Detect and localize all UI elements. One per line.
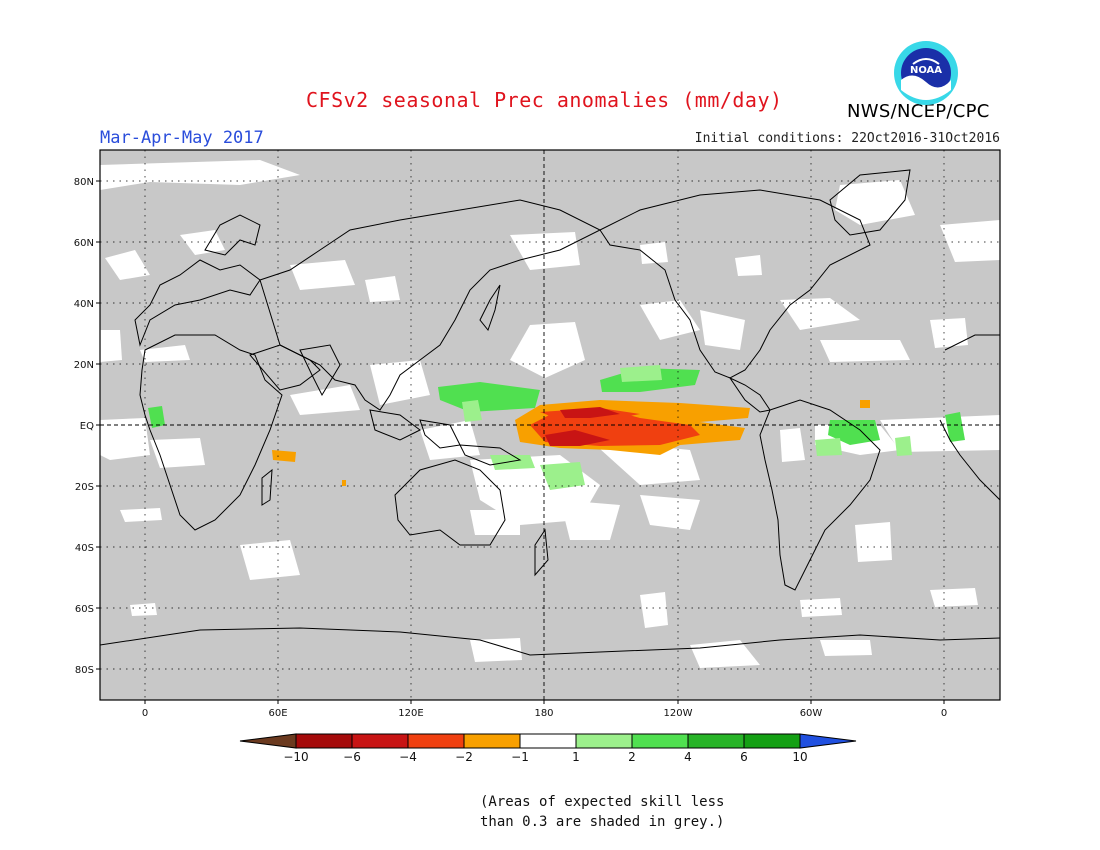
colorbar-bin xyxy=(687,733,745,749)
lat-tick-label: 60N xyxy=(74,238,94,249)
colorbar-bin xyxy=(575,733,633,749)
map-title: CFSv2 seasonal Prec anomalies (mm/day) xyxy=(306,88,783,112)
colorbar-tick-label: −6 xyxy=(343,750,361,764)
colorbar-high-arrow xyxy=(799,733,857,749)
colorbar-bin xyxy=(463,733,521,749)
coastlines xyxy=(100,169,1000,656)
lat-tick-label: EQ xyxy=(80,421,94,432)
skill-note-line-1: (Areas of expected skill less xyxy=(480,794,725,810)
lat-tick-label: 60S xyxy=(75,604,94,615)
colorbar-tick-label: 1 xyxy=(572,750,580,764)
colorbar-tick-label: 6 xyxy=(740,750,748,764)
lon-tick-label: 0 xyxy=(142,708,148,719)
colorbar-tick-label: 2 xyxy=(628,750,636,764)
colorbar-bin xyxy=(295,733,353,749)
lon-tick-label: 60W xyxy=(800,708,823,719)
colorbar-bin xyxy=(407,733,465,749)
lat-tick-label: 40S xyxy=(75,543,94,554)
lat-tick-label: 40N xyxy=(74,299,94,310)
colorbar-tick-label: −4 xyxy=(399,750,417,764)
lon-tick-label: 0 xyxy=(941,708,947,719)
forecast-period: Mar-Apr-May 2017 xyxy=(100,128,264,148)
negative-anomaly-patches xyxy=(272,400,870,486)
agency-label: NWS/NCEP/CPC xyxy=(847,101,990,122)
colorbar-low-arrow xyxy=(239,733,297,749)
colorbar-tick-label: −2 xyxy=(455,750,473,764)
colorbar: −10 −6 −4 −2 −1 1 2 4 6 10 xyxy=(239,733,857,764)
colorbar-bin xyxy=(631,733,689,749)
lon-tick-label: 180 xyxy=(534,708,553,719)
colorbar-tick-label: 4 xyxy=(684,750,692,764)
longitude-ticks: 0 60E 120E 180 120W 60W 0 xyxy=(142,700,947,719)
colorbar-tick-label: 10 xyxy=(792,750,807,764)
lat-tick-label: 80S xyxy=(75,665,94,676)
colorbar-bin xyxy=(351,733,409,749)
colorbar-bin xyxy=(743,733,801,749)
colorbar-tick-label: −1 xyxy=(511,750,529,764)
lon-tick-label: 120E xyxy=(398,708,423,719)
colorbar-tick-label: −10 xyxy=(283,750,308,764)
noaa-logo-text: NOAA xyxy=(910,65,942,76)
reference-lines xyxy=(100,150,1000,700)
lat-tick-label: 20N xyxy=(74,360,94,371)
graticule xyxy=(100,150,1000,700)
skill-note: (Areas of expected skill less than 0.3 a… xyxy=(480,792,724,832)
lon-tick-label: 60E xyxy=(268,708,287,719)
weak-positive-anomaly-patches xyxy=(462,365,912,490)
latitude-ticks: 80N 60N 40N 20N EQ 20S 40S 60S 80S xyxy=(74,177,100,676)
initial-conditions: Initial conditions: 22Oct2016-31Oct2016 xyxy=(694,131,1000,146)
lat-tick-label: 20S xyxy=(75,482,94,493)
colorbar-bin xyxy=(519,733,577,749)
skill-note-line-2: than 0.3 are shaded in grey.) xyxy=(480,814,725,830)
lat-tick-label: 80N xyxy=(74,177,94,188)
noaa-logo-icon: NOAA xyxy=(894,41,958,105)
lon-tick-label: 120W xyxy=(664,708,693,719)
